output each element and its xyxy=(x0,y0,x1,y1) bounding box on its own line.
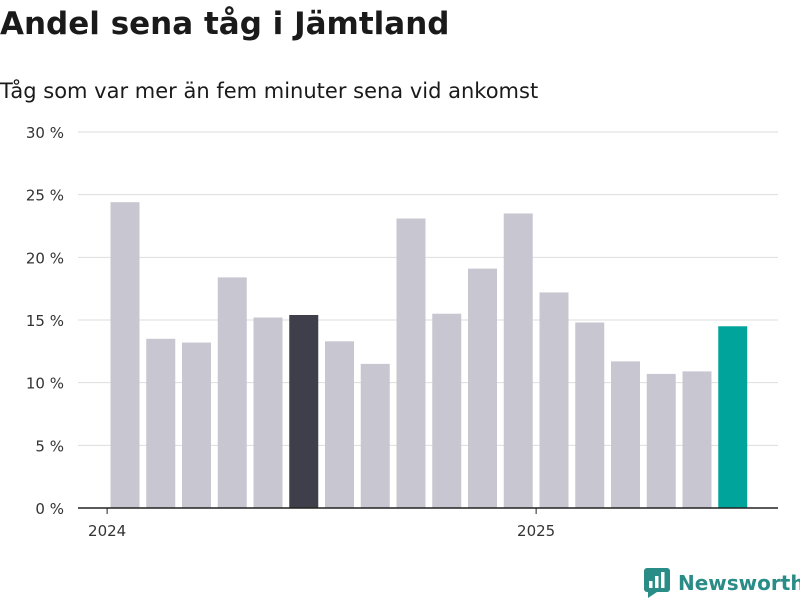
bar xyxy=(217,277,247,508)
bar xyxy=(718,326,748,508)
bar xyxy=(611,361,640,508)
bar xyxy=(182,342,211,508)
bar xyxy=(539,292,569,508)
bar xyxy=(396,218,426,509)
y-axis-ticks: 0 % 5 % 10 % 15 % 20 % 25 % 30 % xyxy=(26,124,64,518)
bar xyxy=(646,373,676,508)
x-tick-label: 2025 xyxy=(517,522,555,540)
x-tick-label: 2024 xyxy=(88,522,126,540)
y-tick-label: 5 % xyxy=(35,437,64,455)
bar xyxy=(325,341,354,508)
bars xyxy=(110,202,748,509)
bar xyxy=(110,202,140,509)
bar xyxy=(146,338,176,508)
bar xyxy=(432,313,462,508)
bar xyxy=(503,213,533,508)
newsworthy-logo: Newsworthy xyxy=(644,568,800,598)
bar xyxy=(468,268,497,508)
y-tick-label: 25 % xyxy=(26,187,64,205)
bar xyxy=(682,371,712,508)
y-tick-label: 10 % xyxy=(26,375,64,393)
y-tick-label: 15 % xyxy=(26,312,64,330)
chart-title: Andel sena tåg i Jämtland xyxy=(0,6,450,42)
bar xyxy=(360,363,390,508)
y-tick-label: 20 % xyxy=(26,249,64,267)
y-tick-label: 0 % xyxy=(35,500,64,518)
newsworthy-logo-text: Newsworthy xyxy=(678,571,800,595)
bar xyxy=(289,314,319,508)
newsworthy-logo-icon xyxy=(644,568,670,598)
x-axis-ticks: 2024 2025 xyxy=(88,508,555,540)
chart-subtitle: Tåg som var mer än fem minuter sena vid … xyxy=(0,79,539,103)
y-tick-label: 30 % xyxy=(26,124,64,142)
bar xyxy=(575,322,605,508)
bar xyxy=(253,317,283,508)
